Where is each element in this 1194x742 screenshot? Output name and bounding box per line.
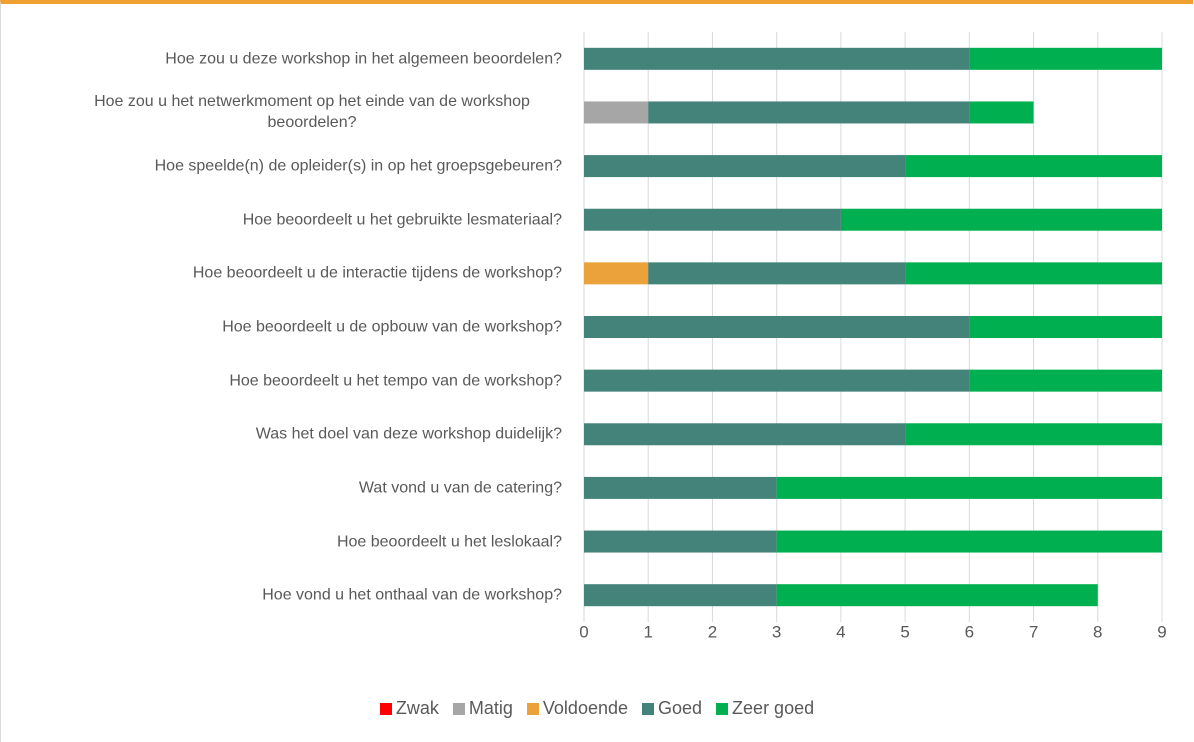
category-label: Hoe zou u deze workshop in het algemeen … xyxy=(0,48,562,69)
legend-label: Goed xyxy=(658,698,703,718)
bar-segment xyxy=(905,423,1162,446)
legend-item: Voldoende xyxy=(526,698,628,719)
x-tick-label: 0 xyxy=(579,622,588,641)
category-text: Hoe speelde(n) de opleider(s) in op het … xyxy=(154,157,562,175)
x-tick-label: 4 xyxy=(836,622,845,641)
legend-label: Voldoende xyxy=(542,698,628,718)
category-text: Hoe vond u het onthaal van de workshop? xyxy=(262,586,562,604)
category-label: Hoe vond u het onthaal van de workshop? xyxy=(0,585,562,606)
bar-segment xyxy=(969,101,1034,124)
bar-segment xyxy=(840,208,1162,231)
category-label: Hoe beoordeelt u het leslokaal? xyxy=(0,531,562,552)
legend-swatch xyxy=(526,702,539,715)
bar-segment xyxy=(584,369,970,392)
legend-item: Zwak xyxy=(379,698,439,719)
x-tick-label: 3 xyxy=(772,622,781,641)
bar-segment xyxy=(905,155,1162,178)
legend-swatch xyxy=(452,702,465,715)
bar-segment xyxy=(584,476,777,499)
bar-segment xyxy=(584,584,777,607)
x-tick-label: 5 xyxy=(900,622,909,641)
legend-item: Goed xyxy=(642,698,702,719)
x-tick-label: 7 xyxy=(1029,622,1038,641)
bar-segment xyxy=(776,584,1098,607)
bar-segment xyxy=(584,423,906,446)
category-text: Hoe zou u deze workshop in het algemeen … xyxy=(165,50,562,68)
category-text: Hoe beoordeelt u het gebruikte lesmateri… xyxy=(242,211,562,229)
bar-segment xyxy=(905,262,1162,285)
x-tick-label: 9 xyxy=(1157,622,1166,641)
x-tick-label: 6 xyxy=(965,622,974,641)
bar-segment xyxy=(969,316,1162,338)
bar-segment xyxy=(969,369,1162,392)
category-label: Hoe zou u het netwerkmoment op het einde… xyxy=(0,91,562,133)
bar-segment xyxy=(584,316,970,338)
bar-segment xyxy=(584,101,649,124)
category-label: Was het doel van deze workshop duidelijk… xyxy=(0,424,562,445)
category-text: Hoe beoordeelt u de interactie tijdens d… xyxy=(192,264,562,282)
bar-segment xyxy=(648,262,906,285)
legend-label: Zeer goed xyxy=(732,698,815,718)
category-label: Wat vond u van de catering? xyxy=(0,477,562,498)
bar-segment xyxy=(584,530,777,553)
x-tick-label: 1 xyxy=(643,622,652,641)
bar-segment xyxy=(969,47,1162,70)
bar-segment xyxy=(584,208,841,231)
category-text: Hoe beoordeelt u het leslokaal? xyxy=(336,533,562,551)
category-label: Hoe beoordeelt u het tempo van de worksh… xyxy=(0,370,562,391)
x-tick-label: 8 xyxy=(1093,622,1102,641)
legend-swatch xyxy=(379,702,392,715)
legend-item: Zeer goed xyxy=(716,698,814,719)
bar-segment xyxy=(584,47,970,70)
category-label: Hoe beoordeelt u het gebruikte lesmateri… xyxy=(0,209,562,230)
bar-segment xyxy=(776,476,1162,499)
category-label: Hoe beoordeelt u de opbouw van de worksh… xyxy=(0,317,562,338)
bar-segment xyxy=(648,101,970,124)
legend: Zwak Matig Voldoende Goed Zeer goed xyxy=(0,698,1194,719)
legend-item: Matig xyxy=(452,698,513,719)
bar-segment xyxy=(584,262,649,285)
category-text: Hoe zou u het netwerkmoment op het einde… xyxy=(94,93,530,132)
legend-swatch xyxy=(642,702,654,715)
category-text: Wat vond u van de catering? xyxy=(358,479,562,497)
category-label: Hoe beoordeelt u de interactie tijdens d… xyxy=(0,263,562,284)
category-text: Hoe beoordeelt u de opbouw van de worksh… xyxy=(222,318,562,336)
x-tick-label: 2 xyxy=(708,622,717,641)
bar-segment xyxy=(584,155,906,178)
category-label: Hoe speelde(n) de opleider(s) in op het … xyxy=(0,156,562,177)
legend-label: Matig xyxy=(468,698,513,718)
legend-swatch xyxy=(716,702,729,715)
category-text: Hoe beoordeelt u het tempo van de worksh… xyxy=(229,372,562,390)
bar-segment xyxy=(776,530,1162,553)
category-text: Was het doel van deze workshop duidelijk… xyxy=(255,425,562,443)
legend-label: Zwak xyxy=(395,698,439,718)
